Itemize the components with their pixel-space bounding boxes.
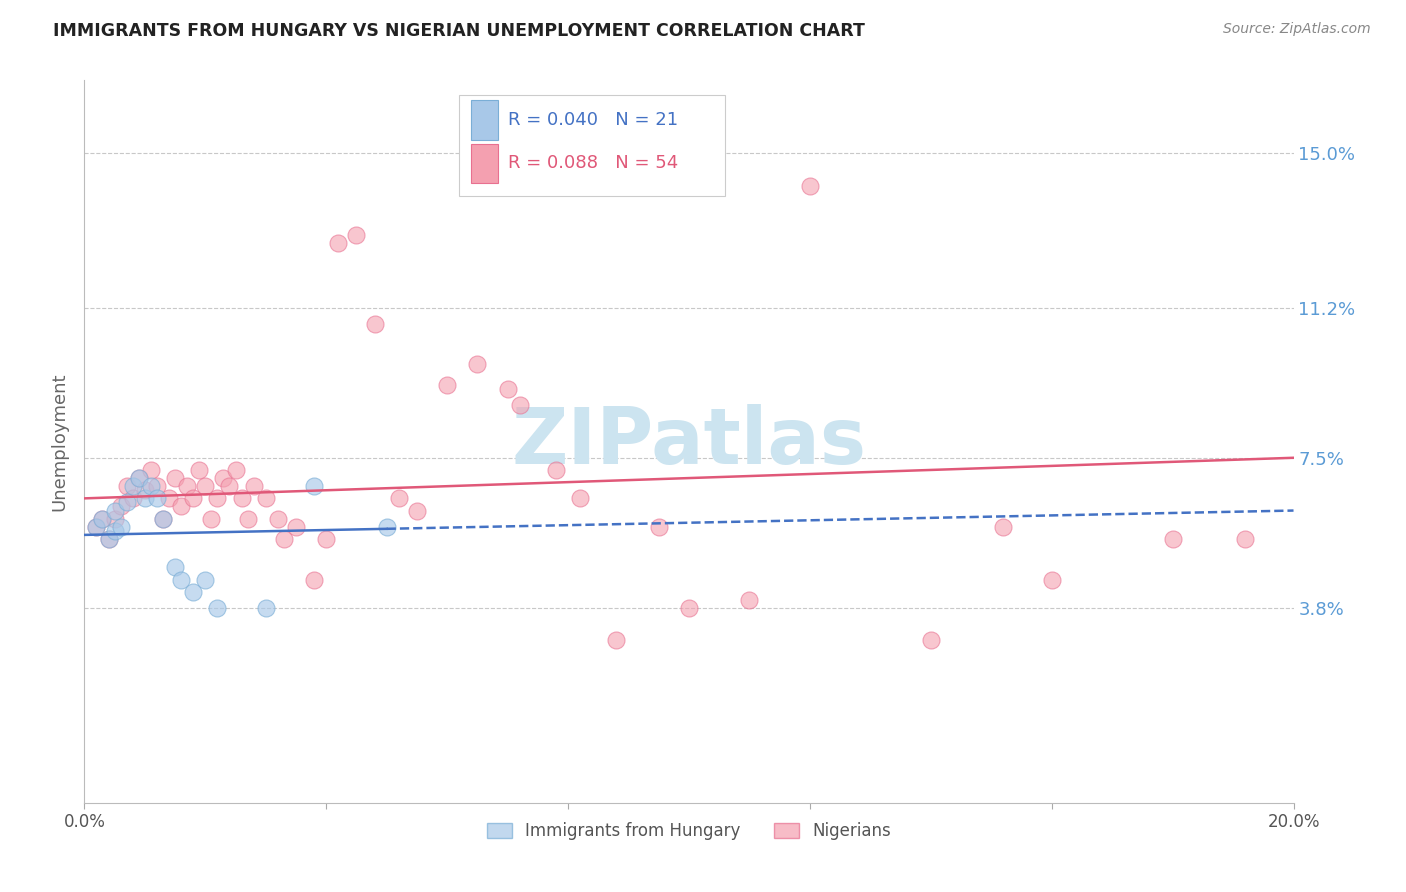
Point (678, 601, 700, 615)
Point (97, 532, 120, 546)
Point (115, 479, 138, 493)
Point (207, 491, 229, 506)
Point (302, 573, 325, 587)
Point (302, 479, 325, 493)
Point (139, 479, 162, 493)
Point (236, 511, 259, 525)
Point (152, 511, 174, 525)
Point (1161, 532, 1184, 546)
Y-axis label: Unemployment: Unemployment (51, 372, 69, 511)
Point (152, 511, 174, 525)
Text: IMMIGRANTS FROM HUNGARY VS NIGERIAN UNEMPLOYMENT CORRELATION CHART: IMMIGRANTS FROM HUNGARY VS NIGERIAN UNEM… (53, 22, 865, 40)
Point (181, 491, 204, 506)
Point (170, 500, 193, 514)
Point (254, 491, 277, 506)
Point (315, 532, 337, 546)
Point (110, 520, 132, 534)
Point (91, 511, 114, 525)
Text: R = 0.088   N = 54: R = 0.088 N = 54 (508, 154, 678, 172)
Point (134, 491, 156, 506)
Point (799, 178, 821, 193)
Point (218, 479, 240, 493)
Point (231, 491, 253, 506)
Point (225, 463, 247, 477)
Point (375, 520, 398, 534)
Point (146, 479, 169, 493)
Point (436, 377, 458, 392)
Point (157, 491, 180, 506)
Point (509, 398, 531, 412)
Point (104, 524, 127, 538)
Point (993, 520, 1015, 534)
Point (388, 491, 411, 506)
Point (104, 503, 127, 517)
Point (181, 584, 204, 599)
Point (207, 601, 229, 615)
Point (467, 358, 489, 372)
Point (146, 491, 169, 506)
Point (242, 479, 264, 493)
Point (188, 463, 211, 477)
Point (273, 532, 295, 546)
Point (648, 520, 671, 534)
Point (194, 573, 217, 587)
Point (176, 479, 198, 493)
Point (110, 500, 132, 514)
Point (128, 471, 150, 485)
Point (165, 471, 187, 485)
Point (104, 511, 127, 525)
Point (1040, 573, 1063, 587)
Point (121, 479, 143, 493)
Point (86, 520, 108, 534)
Point (139, 463, 162, 477)
FancyBboxPatch shape (471, 144, 498, 183)
Point (363, 317, 385, 331)
Point (738, 592, 761, 607)
Point (569, 491, 592, 506)
Text: ZIPatlas: ZIPatlas (512, 403, 866, 480)
Point (496, 382, 519, 396)
Point (194, 479, 217, 493)
Point (200, 511, 222, 525)
Point (170, 573, 193, 587)
Legend: Immigrants from Hungary, Nigerians: Immigrants from Hungary, Nigerians (481, 815, 897, 847)
Point (134, 483, 156, 498)
Point (165, 560, 187, 574)
Point (605, 633, 627, 648)
Point (328, 235, 350, 250)
FancyBboxPatch shape (460, 95, 725, 196)
Point (544, 463, 567, 477)
Point (97, 532, 120, 546)
Point (346, 227, 368, 242)
Text: Source: ZipAtlas.com: Source: ZipAtlas.com (1223, 22, 1371, 37)
Point (121, 491, 143, 506)
Point (285, 520, 308, 534)
Point (91, 511, 114, 525)
Point (115, 495, 138, 509)
Point (128, 471, 150, 485)
FancyBboxPatch shape (471, 100, 498, 140)
Point (212, 471, 235, 485)
Point (86, 520, 108, 534)
Point (1234, 532, 1257, 546)
Text: R = 0.040   N = 21: R = 0.040 N = 21 (508, 111, 678, 129)
Point (267, 511, 290, 525)
Point (254, 601, 277, 615)
Point (920, 633, 942, 648)
Point (406, 503, 429, 517)
